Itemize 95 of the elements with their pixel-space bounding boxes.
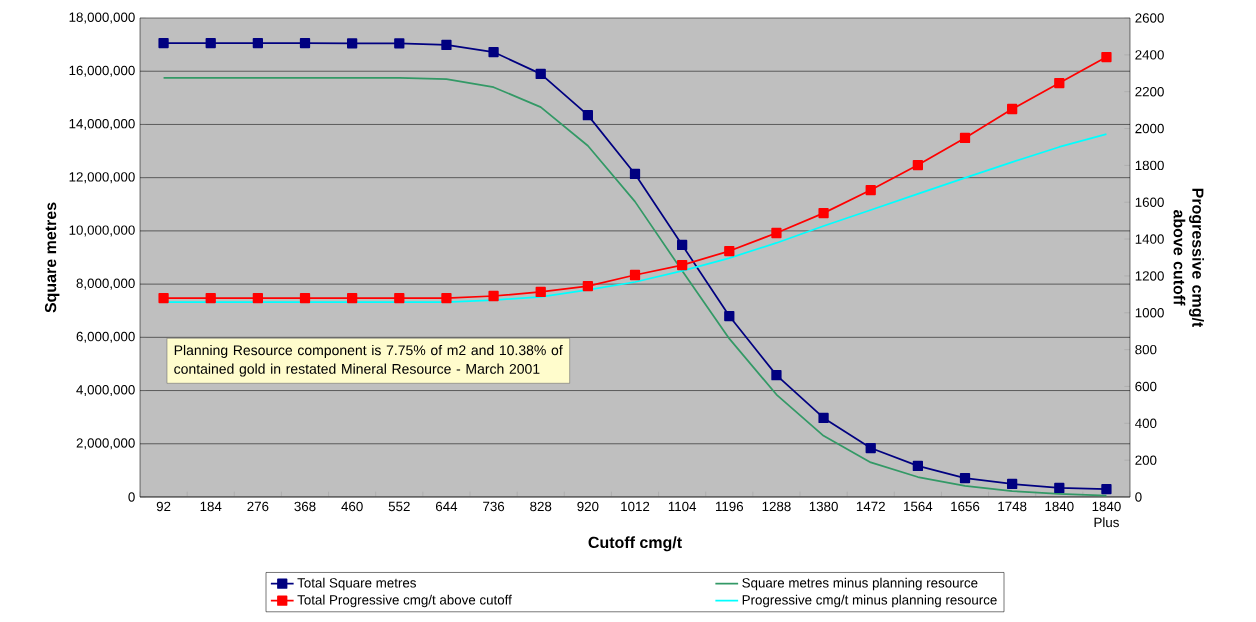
legend-label: Total Progressive cmg/t above cutoff	[297, 594, 512, 608]
point	[299, 292, 311, 304]
point	[394, 292, 405, 304]
x-tick-label: 460	[341, 501, 363, 512]
point	[535, 286, 546, 298]
point	[347, 292, 358, 304]
y2-tick-label: 400	[1135, 418, 1157, 429]
x-tick-label: 184	[200, 501, 222, 512]
x-tick-label: 1104	[668, 501, 697, 512]
point	[771, 227, 782, 239]
point	[347, 38, 358, 49]
y2-tick-label: 1200	[1135, 271, 1164, 281]
y2-tick-label: 200	[1135, 455, 1157, 465]
y-tick-label: 8,000,000	[76, 278, 135, 290]
x-tick-label: 920	[577, 501, 599, 512]
y2-tick-label: 2000	[1135, 123, 1164, 134]
y-tick-label: 0	[128, 492, 135, 502]
x-tick-label: 1564	[904, 501, 933, 512]
x-tick-label: 1840	[1045, 501, 1074, 512]
point	[205, 37, 216, 49]
point	[488, 46, 499, 58]
point	[629, 168, 641, 180]
y2-tick-label: 1000	[1135, 308, 1164, 318]
point	[158, 292, 169, 304]
point	[252, 292, 263, 304]
y2-tick-label: 800	[1135, 344, 1157, 355]
point	[677, 259, 688, 271]
x-tick-label: 1656	[951, 501, 980, 512]
point	[959, 132, 971, 144]
point	[1101, 51, 1112, 63]
point	[488, 290, 499, 302]
point	[1101, 483, 1112, 495]
point	[724, 245, 735, 257]
y-tick-label: 10,000,000	[69, 225, 135, 237]
point	[865, 442, 876, 454]
point	[912, 159, 923, 171]
point	[771, 369, 782, 381]
point	[299, 37, 311, 49]
point	[252, 37, 263, 49]
y-tick-label: 4,000,000	[76, 385, 135, 397]
y2-tick-label: 2600	[1135, 13, 1164, 23]
x-tick-label: 1012	[621, 501, 650, 512]
x-tick-label: 1288	[762, 501, 791, 512]
y2-tick-label: 600	[1135, 381, 1157, 392]
y-tick-label: 6,000,000	[76, 331, 135, 343]
point	[1007, 478, 1018, 490]
y2-tick-label: 2400	[1135, 50, 1164, 60]
y2-tick-label: 2200	[1135, 86, 1164, 97]
point	[1054, 482, 1065, 494]
y-tick-label: 12,000,000	[69, 172, 135, 184]
x-tick-label: 92	[156, 501, 171, 512]
x-tick-label: 644	[435, 501, 458, 512]
x-tick-label: 552	[388, 501, 410, 512]
point	[865, 184, 876, 196]
x-tick-label: 1840 Plus	[1092, 501, 1121, 528]
point	[912, 460, 923, 471]
point	[158, 37, 169, 49]
point	[441, 292, 452, 304]
point	[205, 292, 216, 304]
legend-label: Progressive cmg/t minus planning resource	[742, 594, 997, 608]
point	[535, 68, 546, 80]
point	[582, 280, 593, 292]
y-tick-label: 14,000,000	[69, 118, 135, 130]
x-tick-label: 1380	[809, 501, 838, 512]
point	[394, 38, 405, 49]
y2-tick-label: 1600	[1135, 197, 1164, 207]
point	[818, 412, 829, 424]
x-axis-title: Cutoff cmg/t	[588, 536, 682, 552]
y-tick-label: 18,000,000	[69, 12, 135, 24]
legend-label: Square metres minus planning resource	[742, 577, 978, 591]
point	[959, 472, 971, 484]
x-tick-label: 276	[247, 501, 269, 512]
y2-tick-label: 1800	[1135, 160, 1164, 171]
point	[582, 110, 593, 121]
y-axis-title: Square metres	[44, 202, 60, 313]
x-tick-label: 1196	[715, 501, 744, 512]
y2-tick-label: 0	[1135, 492, 1142, 502]
point	[629, 269, 641, 281]
y2-tick-label: 1400	[1135, 234, 1164, 244]
point	[677, 239, 688, 251]
point	[724, 310, 735, 322]
y-tick-label: 16,000,000	[69, 65, 135, 77]
point	[441, 39, 452, 51]
point	[1054, 77, 1065, 89]
y-tick-label: 2,000,000	[76, 438, 135, 450]
x-tick-label: 368	[294, 501, 316, 512]
x-tick-label: 1748	[998, 501, 1027, 512]
annotation: Planning Resource component is 7.75% of m2 and 10.38% of contained gold in restated Mineral Resource - March 2001	[174, 344, 563, 377]
point	[1007, 103, 1018, 115]
x-tick-label: 828	[530, 501, 552, 512]
point	[818, 207, 829, 219]
y2-axis-title: Progressive cmg/t above cutoff	[1173, 188, 1204, 328]
x-tick-label: 1472	[856, 501, 885, 512]
x-tick-label: 736	[483, 501, 505, 512]
legend-label: Total Square metres	[297, 577, 416, 591]
